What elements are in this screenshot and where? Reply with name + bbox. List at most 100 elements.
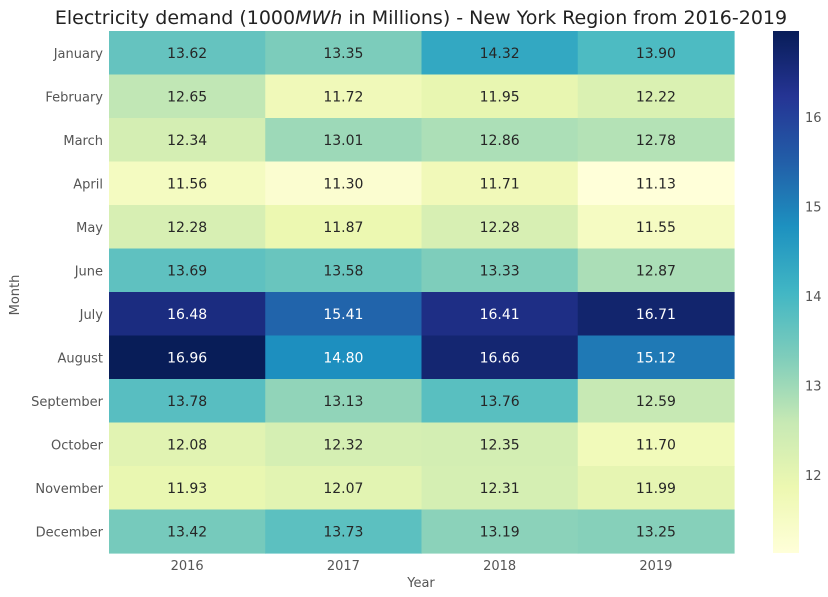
cell-value-label: 11.95 [480, 89, 520, 105]
cell-value-label: 13.19 [480, 524, 520, 540]
x-tick-labels: 2016 2017 2018 2019 [171, 559, 673, 574]
heatmap-cell [421, 379, 579, 424]
x-tick-label: 2019 [639, 559, 672, 574]
cell-value-label: 16.48 [167, 307, 207, 323]
heatmap-cell [421, 248, 579, 293]
cell-value-label: 13.33 [480, 263, 520, 279]
y-tick-label: January [53, 47, 104, 62]
heatmap-cell [265, 292, 423, 337]
x-tick-label: 2016 [171, 559, 204, 574]
x-axis-label: Year [406, 576, 435, 591]
heatmap-cell [265, 118, 423, 163]
cell-value-label: 12.59 [636, 394, 676, 410]
heatmap-cells: 13.62 13.35 14.32 13.90 12.65 11.72 11.95 12.22… [109, 31, 735, 554]
heatmap-cell [577, 509, 735, 554]
heatmap-cell [109, 509, 266, 554]
y-tick-label: February [45, 90, 103, 105]
cell-value-label: 12.28 [167, 220, 207, 236]
cell-value-label: 16.41 [480, 307, 520, 323]
heatmap-cell [109, 466, 266, 511]
heatmap-cell [109, 335, 266, 380]
cell-value-label: 13.35 [323, 46, 363, 62]
heatmap-cell [265, 466, 423, 511]
heatmap-cell [109, 74, 266, 119]
y-tick-label: September [31, 395, 104, 410]
cell-value-label: 11.70 [636, 437, 676, 453]
heatmap-cell [421, 422, 579, 467]
cell-value-label: 14.80 [323, 350, 363, 366]
x-tick-label: 2017 [327, 559, 360, 574]
cell-value-label: 12.86 [480, 133, 520, 149]
cell-value-label: 15.12 [636, 350, 676, 366]
y-tick-label: April [73, 177, 103, 192]
heatmap-cell [109, 205, 266, 250]
cell-value-label: 13.73 [323, 524, 363, 540]
heatmap-cell [109, 118, 266, 163]
cell-value-label: 11.72 [323, 89, 363, 105]
heatmap-cell [577, 161, 735, 206]
y-tick-label: May [76, 221, 103, 236]
cell-value-label: 12.34 [167, 133, 207, 149]
heatmap-cell [421, 509, 579, 554]
heatmap-cell [577, 74, 735, 119]
heatmap-cell [577, 292, 735, 337]
heatmap-cell [577, 205, 735, 250]
heatmap-cell [421, 335, 579, 380]
cell-value-label: 13.69 [167, 263, 207, 279]
cell-value-label: 11.71 [480, 176, 520, 192]
cell-value-label: 12.28 [480, 220, 520, 236]
heatmap-cell [577, 379, 735, 424]
heatmap-cell [265, 205, 423, 250]
cell-value-label: 13.01 [323, 133, 363, 149]
heatmap-cell [109, 422, 266, 467]
chart-title: Electricity demand (1000MWh in Millions)… [55, 7, 787, 29]
heatmap-cell [109, 31, 266, 76]
cell-value-label: 12.32 [323, 437, 363, 453]
cell-value-label: 12.65 [167, 89, 207, 105]
cell-value-label: 11.87 [323, 220, 363, 236]
colorbar-tick-label: 12 [805, 469, 822, 484]
heatmap-cell [265, 161, 423, 206]
heatmap-cell [265, 379, 423, 424]
cell-value-label: 12.08 [167, 437, 207, 453]
colorbar-tick-label: 15 [805, 200, 822, 215]
heatmap-cell [421, 205, 579, 250]
heatmap-cell [421, 466, 579, 511]
cell-value-label: 13.25 [636, 524, 676, 540]
y-tick-label: December [36, 525, 104, 540]
heatmap-cell [421, 161, 579, 206]
y-tick-label: August [58, 351, 104, 366]
heatmap-cell [577, 422, 735, 467]
y-tick-label: October [51, 438, 104, 453]
y-tick-label: March [63, 134, 103, 149]
cell-value-label: 16.96 [167, 350, 207, 366]
x-tick-label: 2018 [483, 559, 516, 574]
cell-value-label: 13.62 [167, 46, 207, 62]
colorbar-tick-label: 16 [805, 111, 822, 126]
heatmap-cell [577, 335, 735, 380]
y-axis-label: Month [8, 275, 23, 316]
cell-value-label: 14.32 [480, 46, 520, 62]
heatmap-cell [421, 74, 579, 119]
cell-value-label: 13.13 [323, 394, 363, 410]
colorbar-tick-label: 14 [805, 290, 822, 305]
heatmap-cell [577, 466, 735, 511]
y-tick-label: November [35, 482, 103, 497]
heatmap-cell [265, 248, 423, 293]
heatmap-cell [421, 292, 579, 337]
heatmap-cell [109, 292, 266, 337]
cell-value-label: 16.66 [480, 350, 520, 366]
heatmap-cell [421, 118, 579, 163]
colorbar: 12 13 14 15 16 [773, 31, 822, 553]
cell-value-label: 12.78 [636, 133, 676, 149]
heatmap-cell [109, 161, 266, 206]
heatmap-cell [577, 31, 735, 76]
heatmap-cell [265, 74, 423, 119]
y-tick-label: July [79, 308, 104, 323]
cell-value-label: 11.55 [636, 220, 676, 236]
cell-value-label: 13.42 [167, 524, 207, 540]
cell-value-label: 12.87 [636, 263, 676, 279]
cell-value-label: 12.35 [480, 437, 520, 453]
cell-value-label: 13.58 [323, 263, 363, 279]
